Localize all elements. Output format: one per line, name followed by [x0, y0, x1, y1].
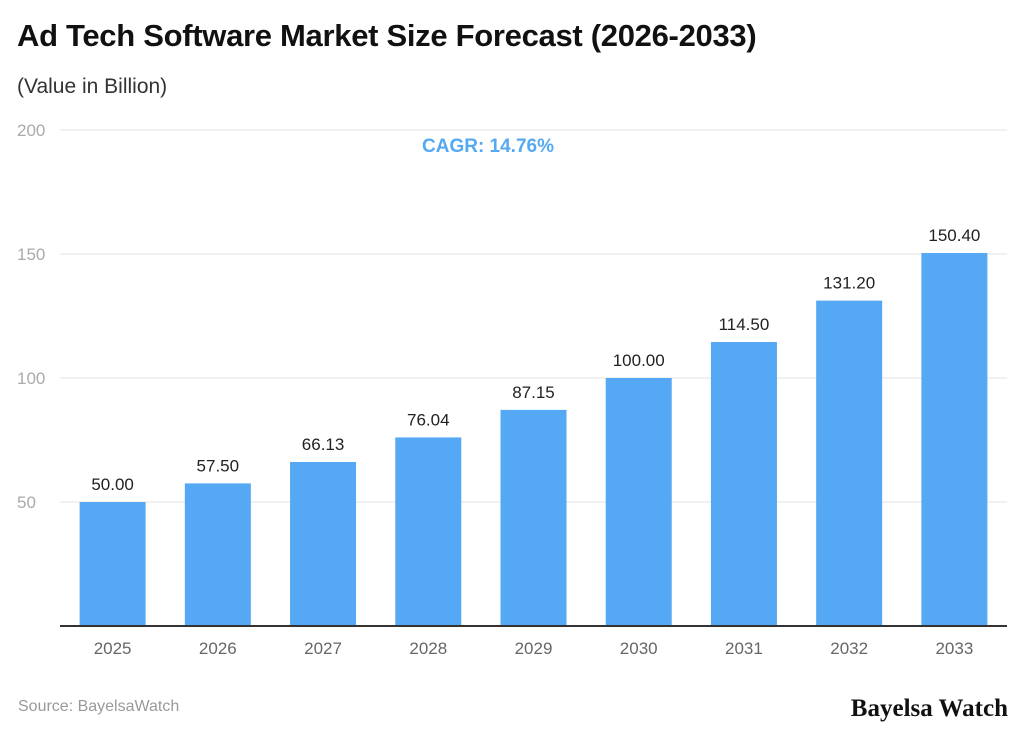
data-label: 150.40	[928, 226, 980, 245]
bar-2031	[710, 342, 777, 626]
data-label: 57.50	[197, 456, 240, 475]
data-label: 50.00	[91, 475, 134, 494]
data-label: 131.20	[823, 274, 875, 293]
bar-2027	[290, 461, 357, 626]
x-tick-label: 2026	[199, 639, 237, 658]
x-tick-label: 2031	[725, 639, 763, 658]
cagr-annotation: CAGR: 14.76%	[422, 136, 554, 157]
x-tick-label: 2028	[409, 639, 447, 658]
x-tick-label: 2032	[830, 639, 868, 658]
x-tick-label: 2030	[620, 639, 658, 658]
x-tick-label: 2033	[935, 639, 973, 658]
x-tick-label: 2027	[304, 639, 342, 658]
data-label: 87.15	[512, 383, 555, 402]
brand-logo: Bayelsa Watch	[850, 695, 1008, 722]
chart-subtitle: (Value in Billion)	[17, 75, 168, 98]
data-label: 100.00	[613, 351, 665, 370]
bar-2026	[184, 483, 251, 626]
y-tick-label: 150	[17, 245, 45, 264]
chart-title: Ad Tech Software Market Size Forecast (2…	[17, 18, 757, 53]
bar-2033	[921, 253, 988, 626]
data-label: 66.13	[302, 435, 345, 454]
bar-2029	[500, 409, 567, 626]
bar-2032	[816, 300, 883, 626]
y-tick-label: 50	[17, 493, 36, 512]
data-label: 76.04	[407, 410, 450, 429]
bar-2030	[605, 378, 672, 626]
y-tick-label: 200	[17, 121, 45, 140]
bar-2028	[395, 437, 462, 626]
bar-2025	[79, 502, 146, 626]
x-tick-label: 2029	[515, 639, 553, 658]
data-label: 114.50	[719, 315, 770, 334]
x-tick-label: 2025	[94, 639, 132, 658]
source-note: Source: BayelsaWatch	[18, 698, 180, 715]
y-tick-label: 100	[17, 369, 45, 388]
